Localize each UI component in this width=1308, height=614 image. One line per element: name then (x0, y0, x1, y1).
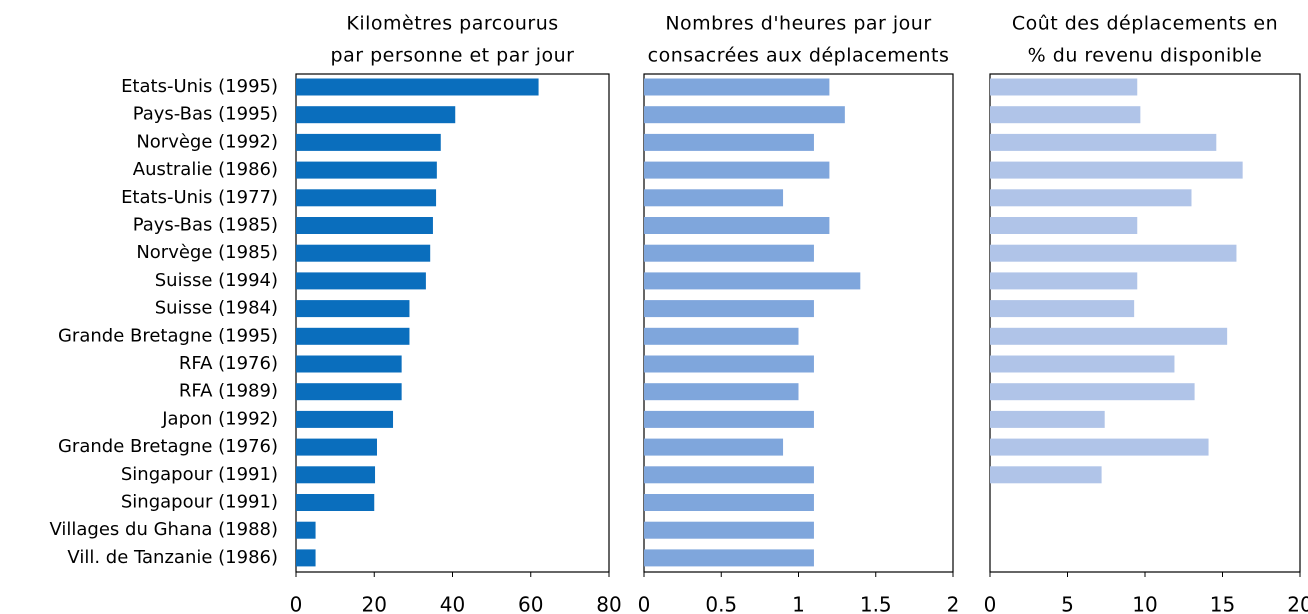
panel-title: Nombres d'heures par jour (665, 13, 931, 35)
category-label: Vill. de Tanzanie (1986) (67, 547, 278, 568)
bar (644, 161, 830, 179)
bar (990, 466, 1102, 484)
bar (990, 133, 1217, 151)
bar (296, 383, 402, 401)
bar (644, 300, 814, 318)
bar (644, 217, 830, 234)
bar (644, 494, 814, 511)
bar (296, 355, 402, 373)
bar (990, 244, 1237, 262)
panel-title: par personne et par jour (331, 45, 575, 67)
bar (296, 494, 375, 511)
x-tick-label: 0 (638, 593, 651, 614)
category-label: Grande Bretagne (1995) (58, 325, 278, 346)
x-tick-label: 20 (362, 593, 387, 614)
category-label: Pays-Bas (1985) (133, 215, 278, 236)
x-tick-label: 2 (947, 593, 960, 614)
category-label: Pays-Bas (1995) (133, 104, 278, 125)
bar (990, 189, 1192, 207)
category-label: Norvège (1985) (136, 242, 278, 263)
bar (296, 410, 394, 428)
bar (296, 189, 437, 207)
bar (990, 383, 1195, 401)
bar (644, 78, 830, 96)
x-tick-label: 0 (290, 593, 303, 614)
category-label: Japon (1992) (161, 408, 278, 429)
category-label: Etats-Unis (1977) (121, 187, 278, 208)
bar (296, 161, 437, 179)
bar (990, 300, 1135, 318)
bar (644, 438, 784, 456)
bar (296, 272, 426, 290)
bar (644, 272, 861, 290)
bar (644, 355, 814, 373)
category-label: Etats-Unis (1995) (121, 76, 278, 97)
bar (990, 106, 1141, 124)
bar (296, 300, 410, 318)
bar (990, 355, 1175, 373)
bar (990, 438, 1209, 456)
x-tick-label: 1.5 (860, 593, 892, 614)
bar (296, 466, 376, 484)
bar (644, 133, 814, 151)
bar (644, 244, 814, 262)
bar (644, 549, 814, 567)
bar (990, 272, 1138, 290)
bar (296, 244, 431, 262)
x-tick-label: 0 (984, 593, 997, 614)
x-tick-label: 40 (440, 593, 465, 614)
category-label: RFA (1976) (179, 353, 278, 374)
category-label: Suisse (1994) (155, 270, 278, 291)
category-label: Grande Bretagne (1976) (58, 436, 278, 457)
bar (644, 466, 814, 484)
bar (296, 438, 377, 456)
x-tick-label: 15 (1210, 593, 1235, 614)
bar (644, 327, 799, 345)
category-label: Norvège (1992) (136, 131, 278, 152)
bar (644, 189, 784, 207)
x-tick-label: 10 (1132, 593, 1157, 614)
category-label: Suisse (1984) (155, 298, 278, 319)
bar (990, 161, 1243, 179)
panel-title: Coût des déplacements en (1012, 13, 1278, 35)
x-tick-label: 5 (1061, 593, 1074, 614)
bar (296, 521, 316, 539)
bar (644, 521, 814, 539)
x-tick-label: 80 (596, 593, 621, 614)
category-label: RFA (1989) (179, 381, 278, 402)
bar (990, 327, 1228, 345)
panel-title: consacrées aux déplacements (648, 45, 950, 67)
bar (296, 327, 410, 345)
bar (990, 410, 1105, 428)
bar (296, 78, 539, 96)
category-label: Singapour (1991) (121, 464, 278, 485)
x-tick-label: 60 (518, 593, 543, 614)
panel-title: % du revenu disponible (1028, 45, 1263, 67)
bar (644, 383, 799, 401)
category-label: Singapour (1991) (121, 492, 278, 513)
bar (296, 133, 441, 151)
bar (644, 410, 814, 428)
x-tick-label: 1 (792, 593, 805, 614)
bar (990, 217, 1138, 234)
bar (644, 106, 845, 124)
bar (990, 78, 1138, 96)
category-label: Australie (1986) (133, 159, 278, 180)
x-tick-label: 0.5 (705, 593, 737, 614)
bar (296, 217, 433, 234)
bar (296, 549, 316, 567)
category-label: Villages du Ghana (1988) (49, 519, 278, 540)
bar (296, 106, 456, 124)
x-tick-label: 20 (1287, 593, 1308, 614)
panel-title: Kilomètres parcourus (346, 13, 558, 35)
